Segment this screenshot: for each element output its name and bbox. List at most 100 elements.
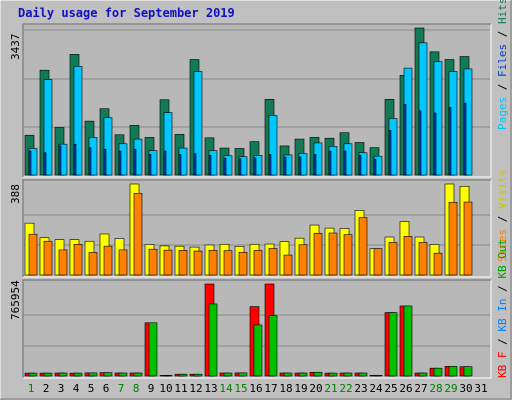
bar-sites-9 xyxy=(148,248,158,276)
bar-pages-6 xyxy=(103,149,107,176)
legend-kbin: KB In xyxy=(496,298,509,332)
legend-sep-4: / xyxy=(496,331,509,352)
bar-kbout-24 xyxy=(373,374,383,377)
x-tick-label: 29 xyxy=(444,382,458,395)
bar-files-27 xyxy=(418,42,428,176)
bar-pages-25 xyxy=(388,130,392,176)
x-tick-label: 28 xyxy=(429,382,443,395)
bar-sites-16 xyxy=(253,250,263,276)
bar-pages-16 xyxy=(253,157,257,176)
legend-hits-files-pages: Pages / Files / Hits xyxy=(496,0,509,130)
bar-kbout-10 xyxy=(163,375,173,377)
bar-kbout-6 xyxy=(103,372,113,377)
bar-kbout-23 xyxy=(358,372,368,377)
bar-sites-18 xyxy=(283,254,293,276)
bar-sites-17 xyxy=(268,248,278,276)
x-tick-label: 1 xyxy=(27,382,35,395)
x-tick-label: 2 xyxy=(42,382,50,395)
x-tick-label: 7 xyxy=(117,382,125,395)
bar-sites-2 xyxy=(43,240,53,276)
bar-kbout-3 xyxy=(58,372,68,377)
bar-files-6 xyxy=(103,117,113,176)
bar-pages-3 xyxy=(58,145,62,176)
bar-pages-9 xyxy=(148,154,152,176)
x-tick-label: 19 xyxy=(294,382,308,395)
legend-sep-3: / xyxy=(496,209,509,229)
bar-kbout-12 xyxy=(193,373,203,377)
bar-pages-21 xyxy=(328,150,332,176)
bar-files-10 xyxy=(163,112,173,176)
bar-kbout-13 xyxy=(208,303,218,377)
bar-kbout-11 xyxy=(178,373,188,377)
bar-sites-12 xyxy=(193,250,203,276)
bar-pages-29 xyxy=(448,107,452,176)
legend-kbf: KB F xyxy=(496,351,509,379)
bar-pages-26 xyxy=(403,104,407,176)
bar-kbout-25 xyxy=(388,312,398,377)
x-tick-label: 3 xyxy=(57,382,65,395)
kbytes-ymax-label: 765954 xyxy=(9,280,22,320)
bar-pages-5 xyxy=(88,147,92,176)
bar-files-2 xyxy=(43,79,53,176)
bar-pages-8 xyxy=(133,149,137,176)
bar-pages-11 xyxy=(178,154,182,176)
x-tick-label: 22 xyxy=(339,382,353,395)
panel-hits-bevel xyxy=(22,23,491,177)
bar-pages-23 xyxy=(358,155,362,176)
bar-sites-20 xyxy=(313,232,323,276)
legend-sep-5: / xyxy=(496,278,509,299)
bar-sites-26 xyxy=(403,236,413,276)
legend-kbout: KB Out xyxy=(496,238,509,279)
bar-kbout-30 xyxy=(463,366,473,377)
bar-sites-6 xyxy=(103,245,113,276)
bar-pages-10 xyxy=(163,150,167,176)
bar-kbout-8 xyxy=(133,372,143,377)
bar-sites-11 xyxy=(178,250,188,276)
legend-visits: Visits xyxy=(496,169,509,209)
bar-kbout-2 xyxy=(43,372,53,377)
bar-sites-19 xyxy=(298,244,308,276)
bar-kbout-29 xyxy=(448,366,458,377)
bar-kbout-27 xyxy=(418,372,428,377)
x-tick-label: 24 xyxy=(369,382,383,395)
bar-kbout-22 xyxy=(343,372,353,377)
x-tick-label: 16 xyxy=(249,382,263,395)
bar-kbout-19 xyxy=(298,372,308,377)
bar-kbout-1 xyxy=(28,372,38,377)
bar-sites-5 xyxy=(88,252,98,276)
bar-kbout-9 xyxy=(148,322,158,377)
bar-sites-7 xyxy=(118,249,128,276)
x-tick-label: 10 xyxy=(159,382,173,395)
bar-kbout-20 xyxy=(313,371,323,377)
x-tick-label: 25 xyxy=(384,382,398,395)
bar-sites-28 xyxy=(433,252,443,276)
bar-sites-3 xyxy=(58,249,68,276)
bar-sites-8 xyxy=(133,193,143,276)
x-tick-label: 30 xyxy=(459,382,473,395)
bar-sites-13 xyxy=(208,250,218,276)
legend-hits: Hits xyxy=(496,0,509,24)
bar-sites-14 xyxy=(223,250,233,276)
bar-sites-4 xyxy=(73,243,83,276)
x-tick-label: 8 xyxy=(132,382,140,395)
bar-sites-15 xyxy=(238,251,248,276)
visits-ymax-label: 388 xyxy=(9,184,22,204)
x-tick-label: 17 xyxy=(264,382,278,395)
bar-sites-1 xyxy=(28,233,38,276)
x-tick-label: 11 xyxy=(174,382,188,395)
bar-pages-28 xyxy=(433,112,437,176)
bar-sites-21 xyxy=(328,232,338,276)
x-tick-label: 13 xyxy=(204,382,218,395)
x-tick-label: 18 xyxy=(279,382,293,395)
x-tick-label: 12 xyxy=(189,382,203,395)
bar-files-12 xyxy=(193,71,203,176)
x-tick-label: 31 xyxy=(474,382,488,395)
x-tick-label: 23 xyxy=(354,382,368,395)
x-tick-label: 15 xyxy=(234,382,248,395)
x-tick-label: 4 xyxy=(72,382,80,395)
bar-kbout-5 xyxy=(88,372,98,377)
x-tick-label: 14 xyxy=(219,382,233,395)
panel-visits-bevel xyxy=(22,179,491,277)
bar-pages-19 xyxy=(298,156,302,176)
bar-pages-7 xyxy=(118,150,122,176)
